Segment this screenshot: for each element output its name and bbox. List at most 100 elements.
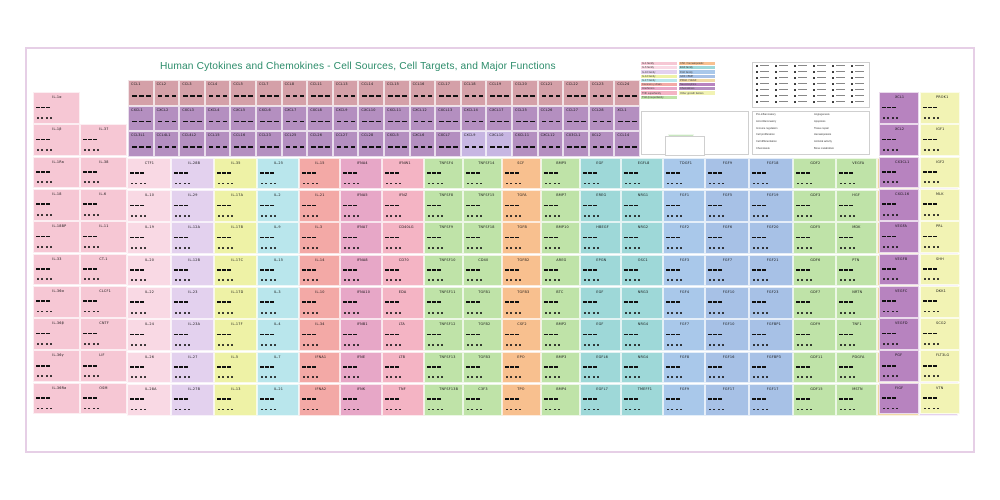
cytokine-cell[interactable]: HBEGF <box>580 222 621 255</box>
cytokine-cell[interactable]: PTN <box>836 254 877 287</box>
chemokine-cell[interactable]: CXCL8 <box>307 105 333 131</box>
cytokine-cell[interactable]: IL-26 <box>127 351 171 384</box>
cytokine-cell[interactable]: FLT3LG <box>920 350 960 383</box>
cytokine-cell[interactable]: CD40 <box>463 254 502 287</box>
cytokine-cell[interactable]: OSM <box>80 382 127 415</box>
chemokine-cell[interactable]: CCL15 <box>204 131 231 157</box>
cytokine-cell[interactable]: CSF2 <box>502 319 541 351</box>
cytokine-cell[interactable]: FGFBP3 <box>749 351 793 384</box>
cytokine-cell[interactable]: TGFB3 <box>502 286 541 319</box>
chemokine-cell[interactable]: CCL3L1 <box>128 131 154 157</box>
chemokine-cell[interactable]: CXCL12 <box>537 131 564 157</box>
cytokine-cell[interactable]: IL-23A <box>171 319 214 351</box>
cytokine-cell[interactable]: FGF3 <box>663 254 705 287</box>
cytokine-cell[interactable]: EPO <box>502 351 541 384</box>
cytokine-cell[interactable]: EGF <box>580 286 621 319</box>
cytokine-cell[interactable]: IL-17B <box>214 222 257 255</box>
chemokine-cell[interactable]: CCL27 <box>563 105 589 131</box>
chemokine-cell[interactable]: CCL3 <box>179 80 205 106</box>
chemokine-cell[interactable]: CCL8 <box>281 80 308 106</box>
cytokine-cell[interactable]: TGFB2 <box>502 254 541 287</box>
chemokine-cell[interactable]: CCL18 <box>460 80 487 106</box>
chemokine-cell[interactable]: XCL1 <box>614 105 640 131</box>
cytokine-cell[interactable]: FGF7 <box>663 319 705 351</box>
cytokine-cell[interactable]: FGF10 <box>705 319 749 351</box>
cytokine-cell[interactable]: EGFL7 <box>580 383 621 416</box>
cytokine-cell[interactable]: FGF7 <box>705 254 749 287</box>
chemokine-cell[interactable]: CCL23 <box>256 131 282 157</box>
cytokine-cell[interactable]: FGF16 <box>705 351 749 384</box>
cytokine-cell[interactable]: XCL2 <box>879 124 919 157</box>
chemokine-cell[interactable]: CXCL11 <box>384 105 410 131</box>
chemokine-cell[interactable]: CCL13 <box>332 80 359 106</box>
chemokine-cell[interactable]: CXCL5 <box>384 131 410 157</box>
chemokine-cell[interactable]: CCL25 <box>281 131 308 157</box>
chemokine-cell[interactable]: CCL4L2 <box>179 131 205 157</box>
cytokine-cell[interactable]: CD40LG <box>382 222 424 255</box>
chemokine-cell[interactable]: CXCL11 <box>512 131 538 157</box>
cytokine-cell[interactable]: FGF1 <box>663 190 705 222</box>
cytokine-cell[interactable]: TDGF1 <box>663 157 705 190</box>
chemokine-cell[interactable]: CCL28 <box>358 131 384 157</box>
cytokine-cell[interactable]: FGF20 <box>749 222 793 255</box>
cytokine-cell[interactable]: EGFL8 <box>621 157 663 190</box>
cytokine-cell[interactable]: IL-28A <box>127 383 171 416</box>
cytokine-cell[interactable]: CLCF1 <box>80 285 127 318</box>
cytokine-cell[interactable]: IL-36α <box>33 285 80 318</box>
cytokine-cell[interactable]: IL-12B <box>171 254 214 287</box>
chemokine-cell[interactable]: CXCL12 <box>409 105 436 131</box>
cytokine-cell[interactable]: LTB <box>382 351 424 384</box>
cytokine-cell[interactable]: TGFB3 <box>463 351 502 384</box>
cytokine-cell[interactable]: GDF11 <box>793 351 836 384</box>
chemokine-cell[interactable]: CCL14 <box>358 80 384 106</box>
chemokine-cell[interactable]: CCL7 <box>256 80 282 106</box>
chemokine-cell[interactable]: CCL26 <box>307 131 333 157</box>
cytokine-cell[interactable]: IL-18 <box>33 188 80 221</box>
cytokine-cell[interactable]: CD70 <box>382 254 424 287</box>
cytokine-cell[interactable]: IL-1α <box>33 92 80 124</box>
chemokine-cell[interactable]: CCL2 <box>153 80 180 106</box>
cytokine-cell[interactable]: FGF2 <box>663 222 705 255</box>
cytokine-cell[interactable]: TNF <box>382 383 424 416</box>
cytokine-cell[interactable]: IFNA10 <box>340 286 382 319</box>
cytokine-cell[interactable]: IL-38 <box>80 156 127 189</box>
cytokine-cell[interactable]: HGF <box>836 190 877 222</box>
cytokine-cell[interactable]: VEGFB <box>879 253 919 286</box>
cytokine-cell[interactable]: BMP7 <box>541 190 580 222</box>
cytokine-cell[interactable]: CX3CL1 <box>879 156 919 189</box>
cytokine-cell[interactable]: TGFA <box>502 190 541 222</box>
cytokine-cell[interactable]: IL-15 <box>299 157 340 190</box>
cytokine-cell[interactable]: IL-1β <box>33 124 80 157</box>
cytokine-cell[interactable]: NRG2 <box>621 222 663 255</box>
cytokine-cell[interactable]: SHH <box>920 253 960 286</box>
chemokine-cell[interactable]: CXCL13 <box>435 105 461 131</box>
cytokine-cell[interactable]: IL-3 <box>257 286 299 319</box>
chemokine-cell[interactable]: CXCL6 <box>409 131 436 157</box>
cytokine-cell[interactable]: GDF3 <box>793 190 836 222</box>
cytokine-cell[interactable]: GDF2 <box>793 157 836 190</box>
cytokine-cell[interactable]: IL-17C <box>214 254 257 287</box>
cytokine-cell[interactable]: FGF6 <box>705 222 749 255</box>
cytokine-cell[interactable]: MDK <box>836 222 877 255</box>
chemokine-cell[interactable]: CCL16 <box>409 80 436 106</box>
cytokine-cell[interactable]: GDF5 <box>793 222 836 255</box>
cytokine-cell[interactable]: IFNK <box>340 383 382 416</box>
cytokine-cell[interactable]: FGFBP1 <box>749 319 793 351</box>
cytokine-cell[interactable]: NRG4 <box>621 319 663 351</box>
cytokine-cell[interactable]: IL-27 <box>171 351 214 384</box>
cytokine-cell[interactable]: IFNZ <box>382 190 424 222</box>
cytokine-cell[interactable]: MSTN <box>836 383 877 416</box>
chemokine-cell[interactable]: CCL21 <box>537 80 564 106</box>
cytokine-cell[interactable]: TNFSF4 <box>424 157 463 190</box>
cytokine-cell[interactable]: IL-4 <box>257 319 299 351</box>
cytokine-cell[interactable]: TNFSF9 <box>424 222 463 255</box>
cytokine-cell[interactable]: TNFSF8 <box>424 190 463 222</box>
cytokine-cell[interactable]: IL-14 <box>299 254 340 287</box>
chemokine-cell[interactable]: CXCL4 <box>204 105 231 131</box>
cytokine-cell[interactable]: IL-13 <box>214 383 257 416</box>
cytokine-cell[interactable]: BMP3 <box>541 351 580 384</box>
cytokine-cell[interactable]: FGF8 <box>663 351 705 384</box>
cytokine-cell[interactable]: TNFSF14 <box>463 157 502 190</box>
cytokine-cell[interactable]: DKK1 <box>920 285 960 318</box>
cytokine-cell[interactable]: IL-36β <box>33 318 80 350</box>
